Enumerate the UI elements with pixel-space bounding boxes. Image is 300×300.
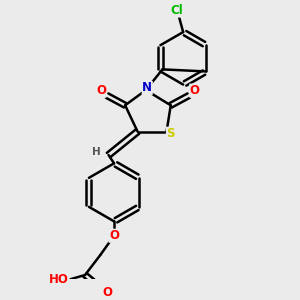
Text: O: O [96, 84, 106, 97]
Text: Cl: Cl [170, 4, 183, 17]
Text: O: O [109, 229, 119, 242]
Text: O: O [190, 84, 200, 97]
Text: H: H [92, 147, 100, 157]
Text: HO: HO [49, 274, 69, 286]
Text: O: O [103, 286, 113, 299]
Text: N: N [142, 81, 152, 94]
Text: S: S [167, 127, 175, 140]
